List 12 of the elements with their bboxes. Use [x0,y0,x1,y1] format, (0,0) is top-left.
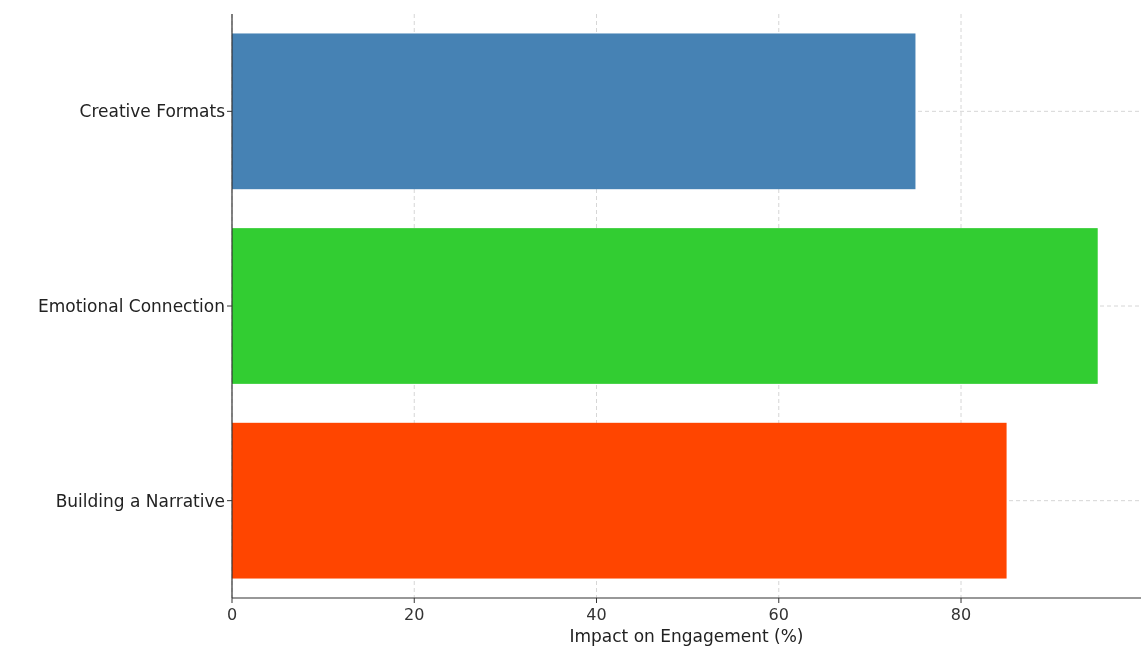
y-tick-label: Emotional Connection [38,295,225,316]
bar [232,228,1098,384]
x-tick-label: 40 [586,605,607,624]
x-tick-label: 80 [950,605,972,624]
bar [232,422,1007,579]
x-axis-title: Impact on Engagement (%) [569,626,804,646]
y-tick-label: Building a Narrative [55,490,225,511]
x-tick-label: 0 [226,605,238,624]
y-tick-label: Creative Formats [79,101,226,122]
x-tick-label: 20 [404,605,425,624]
x-tick-label: 60 [768,605,789,624]
bar [232,33,916,190]
